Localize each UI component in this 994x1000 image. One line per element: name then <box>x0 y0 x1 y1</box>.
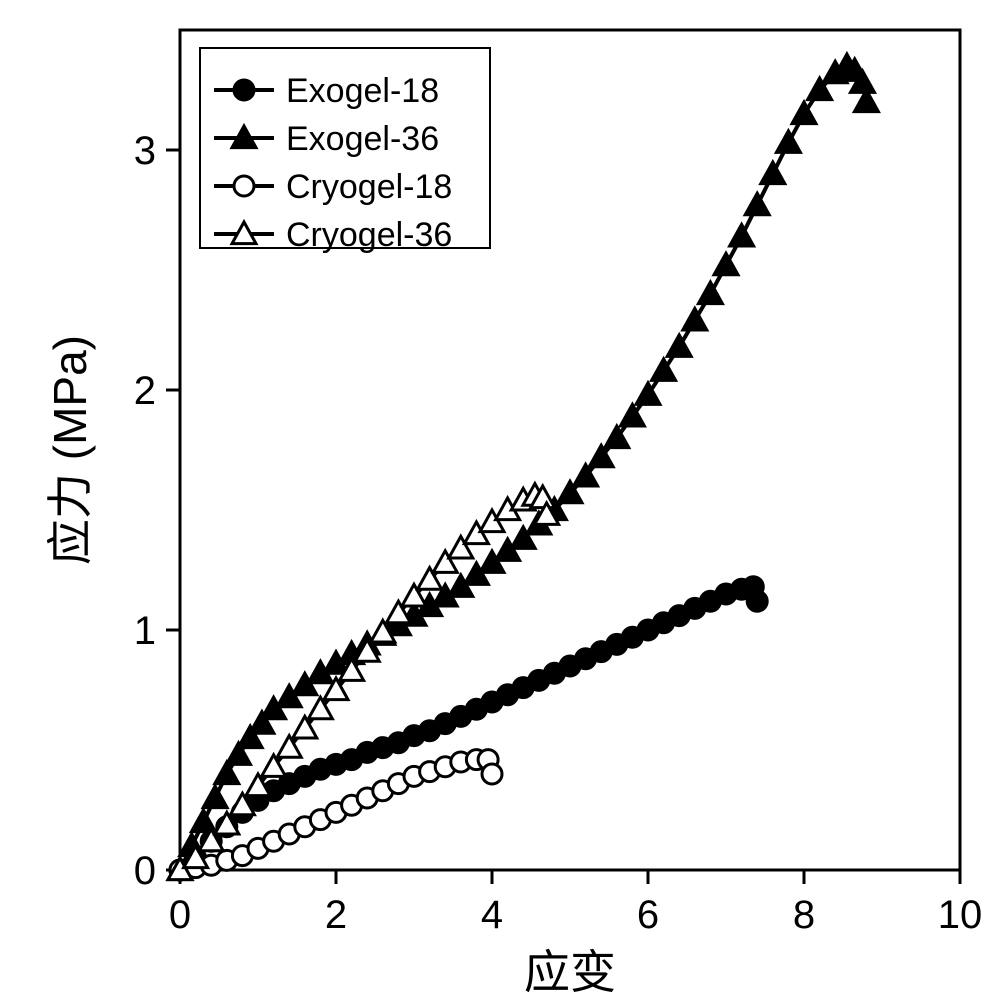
x-tick-label: 2 <box>325 893 347 937</box>
x-tick-label: 0 <box>169 893 191 937</box>
legend-item-label: Exogel-36 <box>286 120 439 158</box>
x-axis-label: 应变 <box>524 946 616 998</box>
x-tick-label: 8 <box>793 893 815 937</box>
y-tick-label: 3 <box>134 129 156 173</box>
x-tick-label: 4 <box>481 893 503 937</box>
legend-item-label: Cryogel-18 <box>286 168 452 206</box>
y-tick-label: 0 <box>134 849 156 893</box>
legend-item-label: Cryogel-36 <box>286 216 452 254</box>
legend-item-label: Exogel-18 <box>286 72 439 110</box>
x-tick-label: 10 <box>938 893 983 937</box>
x-tick-label: 6 <box>637 893 659 937</box>
stress-strain-chart: 0 2 4 6 8 10 0 1 2 3 应变 应力 (MPa) Exogel-18 Exogel-36 C… <box>0 0 994 1000</box>
legend: Exogel-18 Exogel-36 Cryogel-18 Cryogel-36 <box>200 48 490 254</box>
y-tick-label: 1 <box>134 609 156 653</box>
y-tick-label: 2 <box>134 369 156 413</box>
y-axis-label: 应力 (MPa) <box>44 335 96 565</box>
